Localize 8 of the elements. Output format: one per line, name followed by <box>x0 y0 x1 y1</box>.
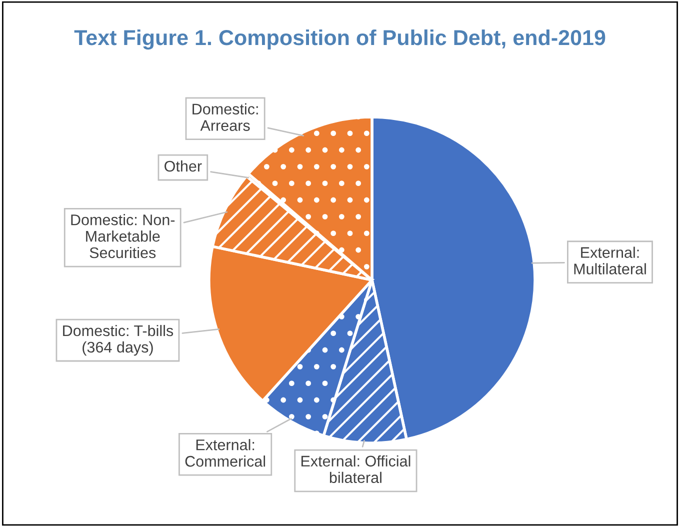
slice-label: External: Official bilateral <box>301 455 410 484</box>
slice-label: Other <box>164 160 202 172</box>
slice-label: External: Commerical <box>185 439 266 467</box>
slice-label: External: Multilateral <box>574 246 646 274</box>
slice-label: Domestic: Arrears <box>192 103 258 131</box>
chart-title: Text Figure 1. Composition of Public Debt, end-2019 <box>74 29 606 50</box>
slice-label: Domestic: Non- Marketable Securities <box>71 214 175 258</box>
slice-label: Domestic: T-bills (364 days) <box>63 324 174 356</box>
